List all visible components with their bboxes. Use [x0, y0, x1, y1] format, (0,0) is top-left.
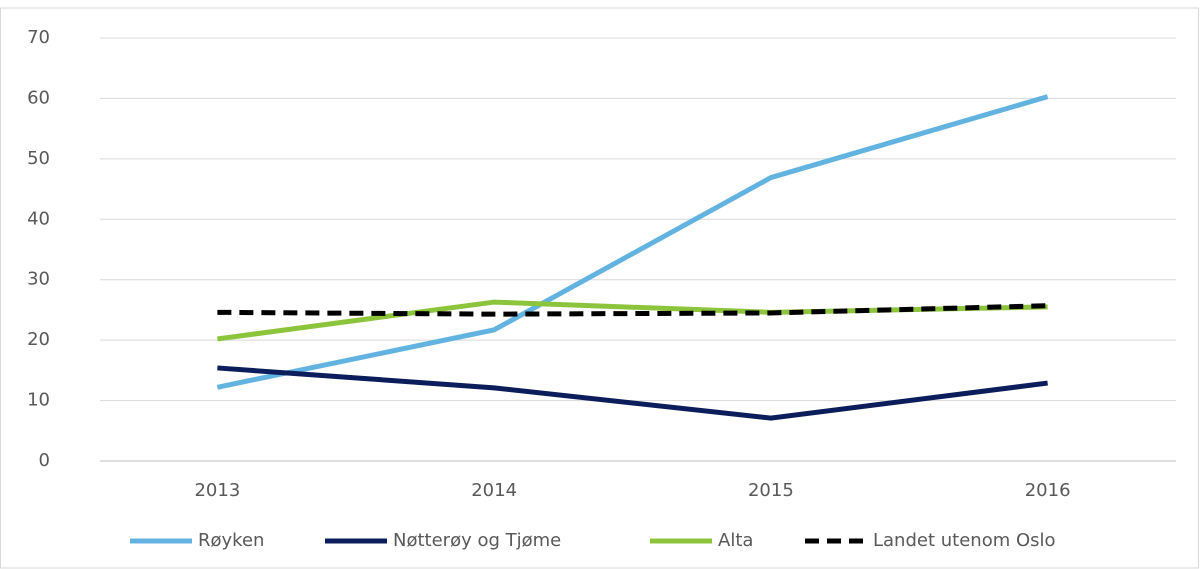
y-tick-label: 30 — [27, 269, 50, 290]
x-tick-label: 2013 — [194, 480, 240, 501]
line-series — [217, 303, 1048, 317]
y-tick-label: 70 — [27, 27, 50, 48]
line-series — [217, 365, 1048, 421]
line-series — [216, 94, 1049, 390]
x-tick-label: 2014 — [471, 480, 517, 501]
y-tick-label: 20 — [27, 329, 50, 350]
legend-label: Nøtterøy og Tjøme — [393, 530, 561, 551]
legend-label: Røyken — [198, 530, 264, 551]
legend-label: Alta — [718, 530, 753, 551]
y-tick-label: 10 — [27, 390, 50, 411]
y-tick-label: 50 — [27, 148, 50, 169]
chart-border — [0, 7, 1199, 569]
legend-label: Landet utenom Oslo — [873, 530, 1056, 551]
y-tick-label: 60 — [27, 87, 50, 108]
x-tick-label: 2015 — [748, 480, 794, 501]
y-tick-label: 0 — [39, 450, 50, 471]
y-tick-label: 40 — [27, 208, 50, 229]
x-tick-label: 2016 — [1025, 480, 1071, 501]
